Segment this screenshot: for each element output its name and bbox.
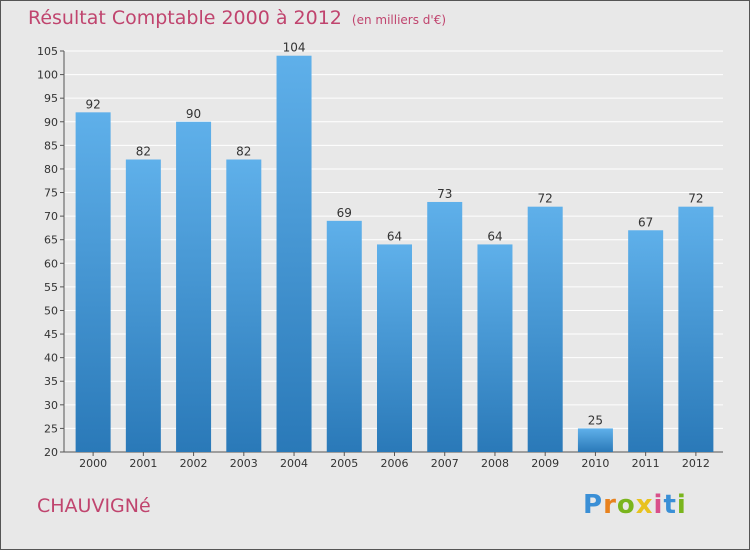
y-tick-label-35: 35	[44, 375, 58, 388]
bar-2012	[678, 206, 714, 452]
data-label-2011: 67	[638, 215, 653, 229]
bar-2007	[427, 201, 463, 452]
chart-title-main: Résultat Comptable 2000 à 2012	[28, 7, 342, 29]
data-label-2012: 72	[688, 192, 703, 206]
data-label-2004: 104	[283, 41, 306, 55]
x-tick-label-2002: 2002	[180, 457, 208, 470]
bar-2008	[477, 244, 513, 452]
y-tick-label-20: 20	[44, 446, 58, 459]
x-tick-label-2009: 2009	[531, 457, 559, 470]
bar-2003	[226, 159, 262, 452]
y-tick-label-50: 50	[44, 304, 58, 317]
bar-2002	[176, 121, 212, 452]
logo-letter: o	[616, 490, 636, 520]
x-tick-label-2008: 2008	[481, 457, 509, 470]
logo-letter: i	[653, 490, 664, 520]
y-tick-label-105: 105	[37, 45, 58, 58]
y-tick-label-85: 85	[44, 139, 58, 152]
x-tick-label-2004: 2004	[280, 457, 308, 470]
x-tick-label-2001: 2001	[129, 457, 157, 470]
y-tick-label-55: 55	[44, 281, 58, 294]
y-tick-label-95: 95	[44, 92, 58, 105]
bar-2006	[377, 244, 412, 452]
data-label-2006: 64	[387, 229, 402, 243]
y-tick-label-80: 80	[44, 163, 58, 176]
data-label-2000: 92	[85, 97, 100, 111]
x-tick-label-2003: 2003	[230, 457, 258, 470]
y-tick-label-25: 25	[44, 422, 58, 435]
x-tick-label-2011: 2011	[632, 457, 660, 470]
proxiti-logo: Proxiti	[583, 490, 687, 520]
bar-2010	[577, 428, 613, 452]
bar-2005	[326, 220, 362, 452]
x-tick-label-2007: 2007	[431, 457, 459, 470]
logo-letter: t	[663, 490, 677, 520]
y-tick-label-75: 75	[44, 187, 58, 200]
chart-title-unit: (en milliers d'€)	[351, 13, 447, 27]
data-label-2008: 64	[487, 229, 502, 243]
bar-2001	[125, 159, 161, 452]
bar-2004	[276, 55, 312, 452]
data-label-2001: 82	[136, 145, 151, 159]
bar-2000	[75, 112, 111, 453]
data-label-2010: 25	[588, 413, 603, 427]
x-tick-label-2012: 2012	[682, 457, 710, 470]
chart-title: Résultat Comptable 2000 à 2012 (en millie…	[28, 7, 446, 29]
x-tick-label-2000: 2000	[79, 457, 107, 470]
y-tick-label-30: 30	[44, 399, 58, 412]
logo-letter: r	[603, 490, 617, 520]
bar-2011	[628, 230, 664, 452]
y-tick-label-70: 70	[44, 210, 58, 223]
logo-letter: i	[676, 490, 687, 520]
data-label-2002: 90	[186, 107, 201, 121]
y-tick-label-65: 65	[44, 234, 58, 247]
commune-name: CHAUVIGNé	[37, 495, 151, 517]
data-label-2009: 72	[538, 192, 553, 206]
x-tick-label-2010: 2010	[581, 457, 609, 470]
data-label-2005: 69	[337, 206, 352, 220]
data-label-2007: 73	[437, 187, 452, 201]
logo-letter: P	[583, 490, 604, 520]
data-label-2003: 82	[236, 145, 251, 159]
y-tick-label-45: 45	[44, 328, 58, 341]
y-tick-label-90: 90	[44, 116, 58, 129]
y-tick-label-40: 40	[44, 352, 58, 365]
y-tick-label-100: 100	[37, 69, 58, 82]
y-tick-label-60: 60	[44, 257, 58, 270]
bar-2009	[527, 206, 563, 452]
x-tick-label-2006: 2006	[381, 457, 409, 470]
x-tick-label-2005: 2005	[330, 457, 358, 470]
logo-letter: x	[635, 490, 654, 520]
